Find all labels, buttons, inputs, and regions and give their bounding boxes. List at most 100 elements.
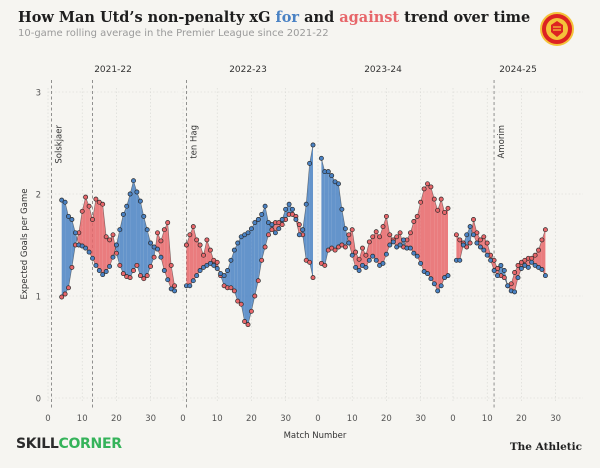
data-point-against xyxy=(107,237,113,243)
series-line-against xyxy=(61,196,175,298)
x-tick-label: 0 xyxy=(45,414,50,424)
data-point-for xyxy=(158,254,164,260)
fill-band xyxy=(186,234,190,286)
fill-band xyxy=(102,204,107,275)
data-point-against xyxy=(532,252,538,258)
season-panel-2023-24: 0 10 20 30 2023-24 xyxy=(315,65,451,424)
fill-band xyxy=(140,201,144,279)
fill-band xyxy=(133,180,137,271)
data-point-for xyxy=(518,266,524,271)
x-tick-label: 0 xyxy=(315,414,320,424)
data-point-against xyxy=(161,227,167,233)
fill-band xyxy=(254,219,259,296)
data-point-for xyxy=(363,264,369,270)
data-point-against xyxy=(144,273,150,279)
data-point-for xyxy=(539,267,545,272)
data-point-against xyxy=(228,285,234,291)
data-point-against xyxy=(377,234,383,240)
data-point-against xyxy=(269,227,275,233)
data-point-for xyxy=(155,246,160,252)
data-point-for xyxy=(346,240,352,246)
fill-band xyxy=(413,216,418,257)
data-point-against xyxy=(190,224,196,230)
data-point-against xyxy=(425,181,430,187)
data-point-against xyxy=(471,217,476,222)
data-point-for xyxy=(401,237,406,243)
fill-band xyxy=(123,206,127,277)
data-point-against xyxy=(310,275,316,281)
data-point-for xyxy=(484,252,490,258)
chart-subtitle: 10-game rolling average in the Premier L… xyxy=(18,28,329,39)
x-tick-label: 20 xyxy=(516,414,527,424)
fill-band xyxy=(75,232,78,245)
data-point-against xyxy=(342,244,348,250)
data-point-for xyxy=(464,232,470,238)
x-tick-label: 0 xyxy=(450,414,455,424)
data-point-for xyxy=(397,242,403,248)
data-point-against xyxy=(90,217,95,222)
data-point-for xyxy=(110,254,116,260)
data-point-against xyxy=(360,245,365,251)
fill-band xyxy=(498,265,501,276)
data-point-against xyxy=(117,262,123,268)
fill-band xyxy=(130,180,134,278)
data-point-against xyxy=(501,275,507,281)
data-point-for xyxy=(221,273,227,279)
x-tick-label: 0 xyxy=(180,414,185,424)
data-point-for xyxy=(103,269,109,274)
data-point-for xyxy=(120,211,126,217)
data-point-against xyxy=(366,239,372,245)
data-point-for xyxy=(512,289,518,295)
data-point-for xyxy=(225,268,230,273)
data-point-for xyxy=(307,160,313,166)
data-point-for xyxy=(66,213,71,219)
data-point-against xyxy=(100,201,106,207)
data-point-against xyxy=(158,238,164,244)
data-point-for xyxy=(172,288,178,294)
data-point-for xyxy=(127,191,133,197)
fill-band xyxy=(99,202,103,275)
y-tick-label: 3 xyxy=(36,89,41,99)
fill-band xyxy=(331,175,336,251)
data-point-for xyxy=(137,198,143,204)
data-point-for xyxy=(481,247,487,253)
y-tick-label: 2 xyxy=(36,191,41,201)
fill-band xyxy=(244,232,248,325)
data-point-against xyxy=(370,234,376,240)
data-point-against xyxy=(103,234,109,240)
data-point-for xyxy=(197,268,203,273)
data-point-against xyxy=(69,264,75,270)
fill-band xyxy=(116,229,120,266)
y-tick-label: 0 xyxy=(36,395,41,405)
data-point-for xyxy=(69,217,75,222)
data-point-for xyxy=(336,181,341,187)
data-point-against xyxy=(235,298,241,304)
data-point-against xyxy=(148,263,154,269)
data-point-for xyxy=(525,264,531,270)
fill-band xyxy=(345,228,348,247)
data-point-against xyxy=(83,194,89,200)
data-point-for xyxy=(529,259,535,265)
data-point-against xyxy=(137,273,143,279)
fill-band xyxy=(427,183,431,279)
data-point-against xyxy=(79,208,85,214)
data-point-for xyxy=(276,226,282,232)
fill-band xyxy=(106,236,110,272)
fill-band xyxy=(230,250,235,291)
data-point-for xyxy=(228,257,234,263)
data-point-against xyxy=(238,301,244,307)
data-point-against xyxy=(231,288,237,294)
data-point-against xyxy=(435,207,441,213)
season-panel-2024-25: 0 10 20 30 2024-25 Amorim xyxy=(450,65,583,424)
data-point-against xyxy=(477,237,483,243)
title-text-3: trend over time xyxy=(399,9,531,26)
data-point-for xyxy=(190,278,196,284)
data-point-for xyxy=(62,199,68,205)
data-point-for xyxy=(161,268,167,273)
data-point-for xyxy=(501,268,507,273)
fill-band xyxy=(248,228,252,325)
data-point-for xyxy=(194,273,200,279)
data-point-for xyxy=(272,230,278,236)
fill-band xyxy=(441,199,445,286)
